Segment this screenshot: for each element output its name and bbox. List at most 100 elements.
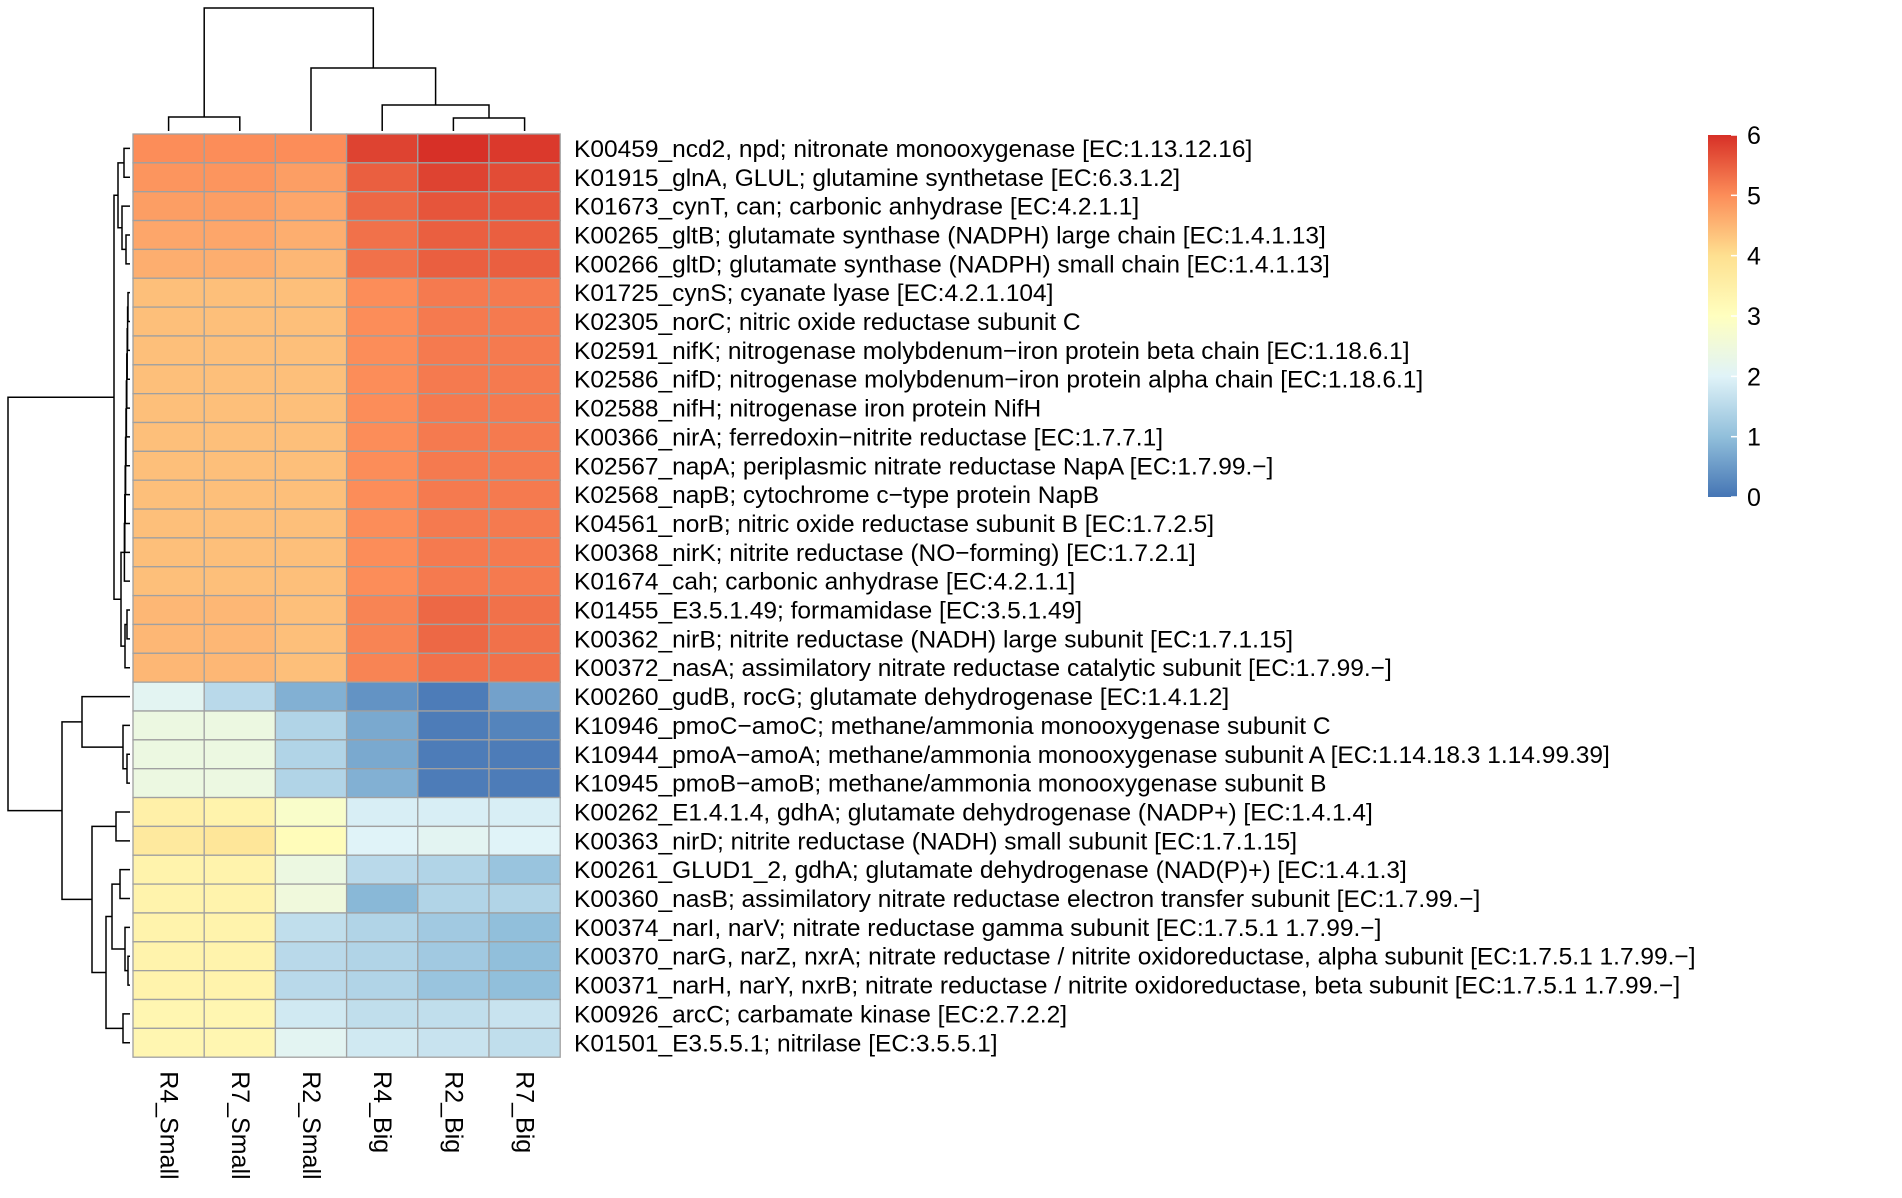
heatmap-cell xyxy=(488,508,561,539)
heatmap-cell xyxy=(345,623,419,654)
heatmap-cell xyxy=(203,133,277,164)
heatmap-cell xyxy=(132,623,205,654)
heatmap-cell xyxy=(203,883,277,914)
heatmap-cell xyxy=(132,133,205,164)
heatmap-cell xyxy=(345,1027,419,1058)
row-label: K02305_norC; nitric oxide reductase subu… xyxy=(574,309,1081,336)
dendrogram-branch xyxy=(310,67,437,131)
heatmap-cell xyxy=(132,998,205,1030)
heatmap-cell xyxy=(488,594,561,626)
row-label: K04561_norB; nitric oxide reductase subu… xyxy=(574,511,1214,538)
heatmap-cell xyxy=(132,508,205,539)
heatmap-cell xyxy=(274,392,348,424)
heatmap-cell xyxy=(417,854,490,885)
heatmap-cell xyxy=(203,796,277,828)
row-label: K01673_cynT, can; carbonic anhydrase [EC… xyxy=(574,194,1139,221)
heatmap-cell xyxy=(132,594,205,626)
heatmap-cell xyxy=(417,335,490,366)
legend-tick-label: 4 xyxy=(1747,243,1761,271)
heatmap-cell xyxy=(488,191,561,222)
row-label: K00372_nasA; assimilatory nitrate reduct… xyxy=(574,655,1392,682)
heatmap-cell xyxy=(345,219,419,251)
heatmap-cell xyxy=(488,796,561,828)
heatmap-cell xyxy=(132,364,205,395)
heatmap-cell xyxy=(132,421,205,453)
heatmap-cell xyxy=(417,508,490,539)
heatmap-cell xyxy=(132,739,205,770)
heatmap-cell xyxy=(274,421,348,453)
heatmap-cell xyxy=(345,825,419,856)
heatmap-cell xyxy=(203,623,277,654)
heatmap-cell xyxy=(417,219,490,251)
heatmap-cell xyxy=(274,652,348,683)
row-label: K00260_gudB, rocG; glutamate dehydrogena… xyxy=(574,684,1229,711)
heatmap-cell xyxy=(203,998,277,1030)
heatmap-cell xyxy=(274,594,348,626)
heatmap-cell xyxy=(345,364,419,395)
heatmap-cell xyxy=(488,392,561,424)
row-label: K10945_pmoB−amoB; methane/ammonia monoox… xyxy=(574,771,1327,798)
row-label: K00266_gltD; glutamate synthase (NADPH) … xyxy=(574,251,1330,278)
heatmap-cell xyxy=(488,537,561,568)
heatmap-cell xyxy=(132,912,205,943)
dendrogram-branch xyxy=(126,327,130,380)
heatmap-cell xyxy=(417,768,490,799)
heatmap-cell xyxy=(132,768,205,799)
heatmap-cell xyxy=(203,768,277,799)
heatmap-cell xyxy=(132,450,205,481)
row-label: K02567_napA; periplasmic nitrate reducta… xyxy=(574,453,1273,480)
row-label: K00262_E1.4.1.4, gdhA; glutamate dehydro… xyxy=(574,799,1373,826)
heatmap-cell xyxy=(203,710,277,741)
column-labels: R4_Small R7_Small R2_Small R4_Big R2_Big R7_B… xyxy=(155,1071,539,1179)
row-label: K01455_E3.5.1.49; formamidase [EC:3.5.1.… xyxy=(574,598,1082,625)
heatmap-cell xyxy=(203,392,277,424)
dendrogram-branch xyxy=(127,955,130,986)
heatmap-cell xyxy=(345,998,419,1030)
heatmap-cell xyxy=(132,306,205,337)
heatmap-cell xyxy=(345,277,419,308)
heatmap-cell xyxy=(417,652,490,683)
row-label: K00459_ncd2, npd; nitronate monooxygenas… xyxy=(574,136,1252,163)
legend-ticks: 0 1 2 3 4 5 6 xyxy=(1731,122,1761,512)
heatmap-cell xyxy=(345,941,419,972)
row-label: K10944_pmoA−amoA; methane/ammonia monoox… xyxy=(574,742,1610,769)
heatmap-cell xyxy=(203,335,277,366)
heatmap-cell xyxy=(417,941,490,972)
heatmap-cell xyxy=(132,941,205,972)
heatmap-cell xyxy=(274,681,348,712)
heatmap-cell xyxy=(203,248,277,279)
heatmap-cell xyxy=(274,912,348,943)
heatmap-cell xyxy=(417,421,490,453)
heatmap-cell xyxy=(488,219,561,251)
column-label: R7_Small xyxy=(226,1071,254,1179)
heatmap-cell xyxy=(274,248,348,279)
row-label: K02586_nifD; nitrogenase molybdenum−iron… xyxy=(574,367,1423,394)
row-label: K00370_narG, narZ, nxrA; nitrate reducta… xyxy=(574,944,1696,971)
heatmap-cell xyxy=(345,162,419,193)
heatmap-cell xyxy=(417,970,490,1001)
heatmap-cell xyxy=(345,768,419,799)
heatmap-cell xyxy=(132,219,205,251)
heatmap-cell xyxy=(417,392,490,424)
row-label: K00368_nirK; nitrite reductase (NO−formi… xyxy=(574,540,1196,567)
heatmap-cell xyxy=(488,623,561,654)
heatmap-cell xyxy=(274,508,348,539)
heatmap-cell xyxy=(345,854,419,885)
heatmap-cell xyxy=(203,970,277,1001)
heatmap-cell xyxy=(203,162,277,193)
heatmap-cell xyxy=(274,825,348,856)
dendrogram-branch xyxy=(452,117,526,131)
heatmap-cell xyxy=(132,162,205,193)
heatmap-cell xyxy=(203,364,277,395)
heatmap-cell xyxy=(274,623,348,654)
heatmap-cell xyxy=(132,652,205,683)
heatmap-cell xyxy=(417,479,490,510)
heatmap-cell xyxy=(345,710,419,741)
dendrogram-branch xyxy=(61,721,92,901)
heatmap-cell xyxy=(274,162,348,193)
heatmap-cell xyxy=(274,739,348,770)
row-label: K01915_glnA, GLUL; glutamine synthetase … xyxy=(574,165,1180,192)
heatmap-cell xyxy=(274,133,348,164)
heatmap-cell xyxy=(417,912,490,943)
